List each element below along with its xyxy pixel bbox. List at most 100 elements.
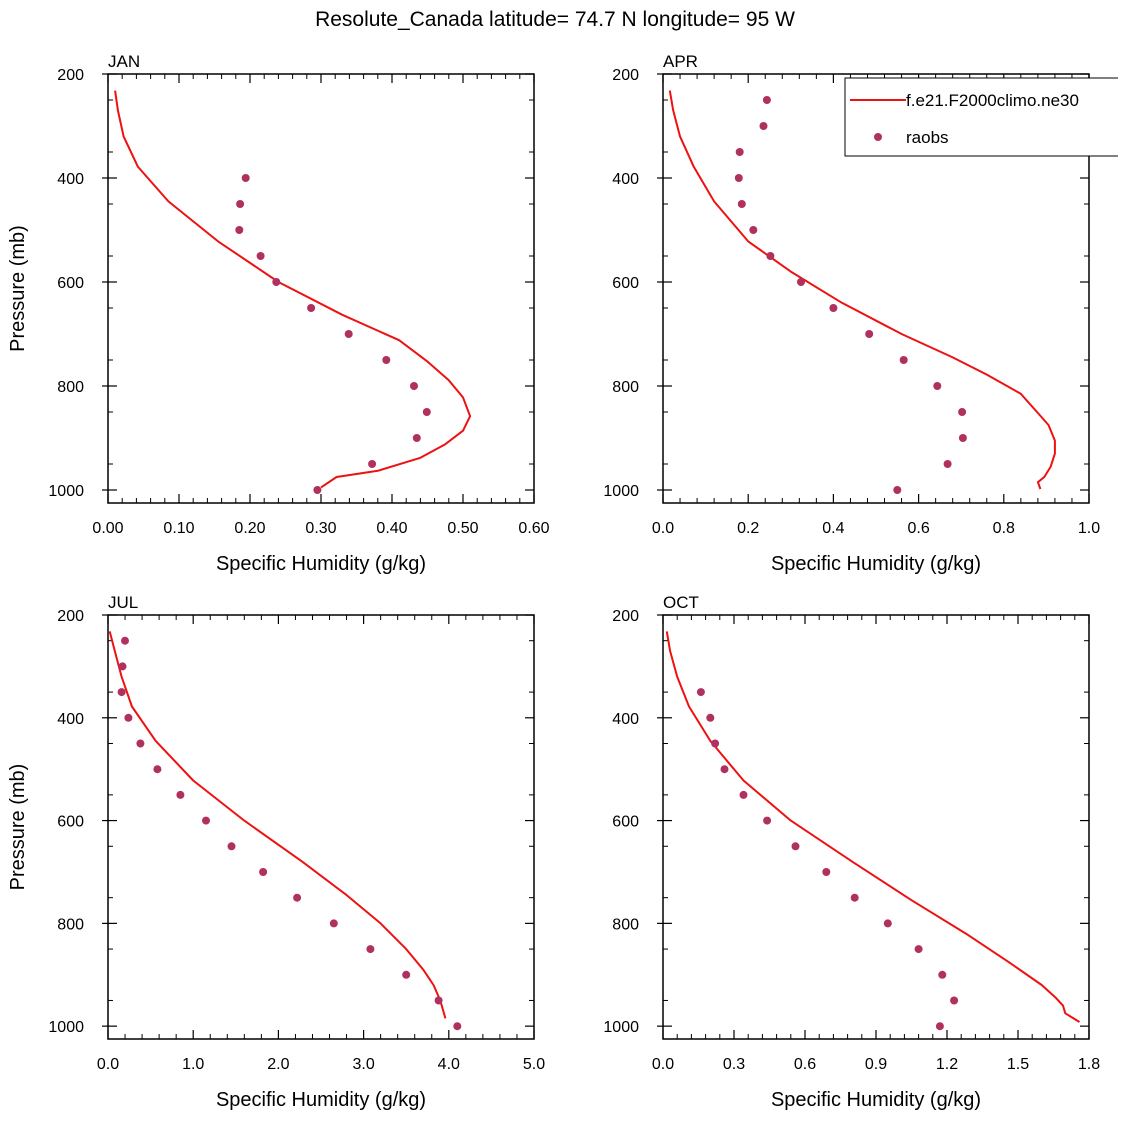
x-axis-label: Specific Humidity (g/kg) — [216, 1089, 426, 1111]
obs-point — [763, 816, 772, 825]
x-tick-label: 0.8 — [993, 520, 1015, 537]
obs-point — [434, 996, 443, 1005]
x-axis-label: Specific Humidity (g/kg) — [216, 553, 426, 575]
obs-point — [227, 842, 236, 851]
x-tick-label: 0.3 — [723, 1056, 745, 1073]
obs-point — [706, 713, 715, 722]
y-tick-label: 200 — [57, 67, 84, 84]
obs-point — [422, 408, 431, 416]
panel-label: APR — [663, 52, 698, 71]
legend-model-label: f.e21.F2000climo.ne30 — [906, 91, 1079, 110]
x-tick-label: 0.40 — [376, 520, 407, 537]
legend-obs-label: raobs — [906, 128, 949, 147]
obs-point — [313, 486, 322, 494]
x-axis-label: Specific Humidity (g/kg) — [771, 1089, 981, 1111]
obs-point — [236, 200, 245, 208]
x-tick-label: 0.9 — [865, 1056, 887, 1073]
obs-point — [153, 765, 162, 774]
obs-point — [235, 226, 244, 234]
y-tick-label: 600 — [612, 814, 639, 831]
panel-jul: JUL 0.0 1.0 2.0 3.0 4.0 5.0 200 400 600 800 1000 Spe… — [7, 593, 545, 1111]
obs-point — [734, 174, 743, 182]
y-tick-label: 800 — [57, 916, 84, 933]
obs-point — [329, 919, 338, 928]
obs-point — [759, 122, 768, 130]
x-tick-label: 0.0 — [652, 1056, 674, 1073]
y-tick-label: 400 — [57, 171, 84, 188]
obs-point — [829, 304, 838, 312]
obs-point — [883, 919, 892, 928]
y-tick-label: 200 — [612, 67, 639, 84]
obs-point — [899, 356, 908, 364]
y-tick-label: 800 — [612, 916, 639, 933]
y-tick-label: 1000 — [603, 1019, 639, 1036]
legend-frame — [844, 77, 1118, 157]
x-tick-label: 1.0 — [1078, 520, 1100, 537]
x-tick-label: 0.2 — [737, 520, 759, 537]
obs-point — [136, 739, 145, 748]
obs-point — [797, 278, 805, 286]
obs-point — [241, 174, 250, 182]
y-tick-label: 1000 — [603, 483, 639, 500]
obs-point — [453, 1022, 462, 1031]
panel-jan: JAN 0.00 0.10 0.20 0.30 0.40 0.50 0.60 200 400 600… — [7, 52, 550, 575]
obs-point — [850, 893, 859, 902]
obs-point — [933, 382, 942, 390]
obs-point — [117, 688, 126, 697]
legend: f.e21.F2000climo.ne30 raobs — [844, 77, 1118, 157]
y-tick-label: 1000 — [48, 483, 84, 500]
model-line — [665, 631, 1081, 1023]
model-line — [668, 90, 1056, 490]
obs-point — [307, 304, 316, 312]
obs-point — [950, 996, 959, 1005]
x-tick-label: 0.20 — [234, 520, 265, 537]
y-tick-label: 600 — [612, 275, 639, 292]
x-tick-label: 0.30 — [305, 520, 336, 537]
obs-point — [735, 148, 744, 156]
y-tick-label: 800 — [57, 379, 84, 396]
obs-point — [368, 460, 377, 468]
obs-point — [749, 226, 758, 234]
plot-frame — [662, 73, 1090, 504]
figure-title: Resolute_Canada latitude= 74.7 N longitu… — [315, 8, 795, 31]
obs-point — [935, 1022, 944, 1031]
y-tick-label: 400 — [612, 711, 639, 728]
plot-frame — [107, 73, 535, 504]
x-tick-label: 4.0 — [438, 1056, 460, 1073]
obs-point — [259, 868, 268, 876]
x-tick-label: 1.2 — [936, 1056, 958, 1073]
x-tick-label: 0.6 — [907, 520, 929, 537]
model-line — [108, 631, 447, 1019]
x-tick-label: 1.0 — [182, 1056, 204, 1073]
x-tick-label: 0.4 — [822, 520, 844, 537]
obs-point — [711, 739, 720, 748]
x-tick-label: 2.0 — [267, 1056, 289, 1073]
x-tick-label: 0.50 — [447, 520, 478, 537]
x-tick-label: 1.5 — [1007, 1056, 1029, 1073]
obs-point — [696, 688, 705, 697]
panel-label: OCT — [663, 593, 699, 612]
obs-point — [762, 96, 771, 104]
y-tick-label: 400 — [57, 711, 84, 728]
obs-point — [791, 842, 800, 851]
x-axis-label: Specific Humidity (g/kg) — [771, 553, 981, 575]
panel-oct: OCT 0.0 0.3 0.6 0.9 1.2 1.5 1.8 200 400 600 800 1000… — [603, 593, 1100, 1111]
obs-point — [410, 382, 418, 390]
panels: JAN 0.00 0.10 0.20 0.30 0.40 0.50 0.60 200 400 600… — [7, 52, 1100, 1111]
obs-point — [176, 790, 185, 799]
y-tick-label: 600 — [57, 814, 84, 831]
obs-point — [402, 970, 411, 979]
x-tick-label: 5.0 — [523, 1056, 545, 1073]
obs-point — [938, 970, 947, 979]
x-tick-label: 0.6 — [794, 1056, 816, 1073]
plot-frame — [107, 614, 535, 1040]
x-tick-label: 0.0 — [97, 1056, 119, 1073]
obs-point — [344, 330, 353, 338]
obs-point — [739, 790, 748, 799]
obs-point — [202, 816, 210, 825]
obs-point — [256, 252, 265, 260]
x-tick-label: 3.0 — [352, 1056, 374, 1073]
model-line — [114, 90, 472, 489]
panel-label: JAN — [108, 52, 140, 71]
y-tick-label: 400 — [612, 171, 639, 188]
